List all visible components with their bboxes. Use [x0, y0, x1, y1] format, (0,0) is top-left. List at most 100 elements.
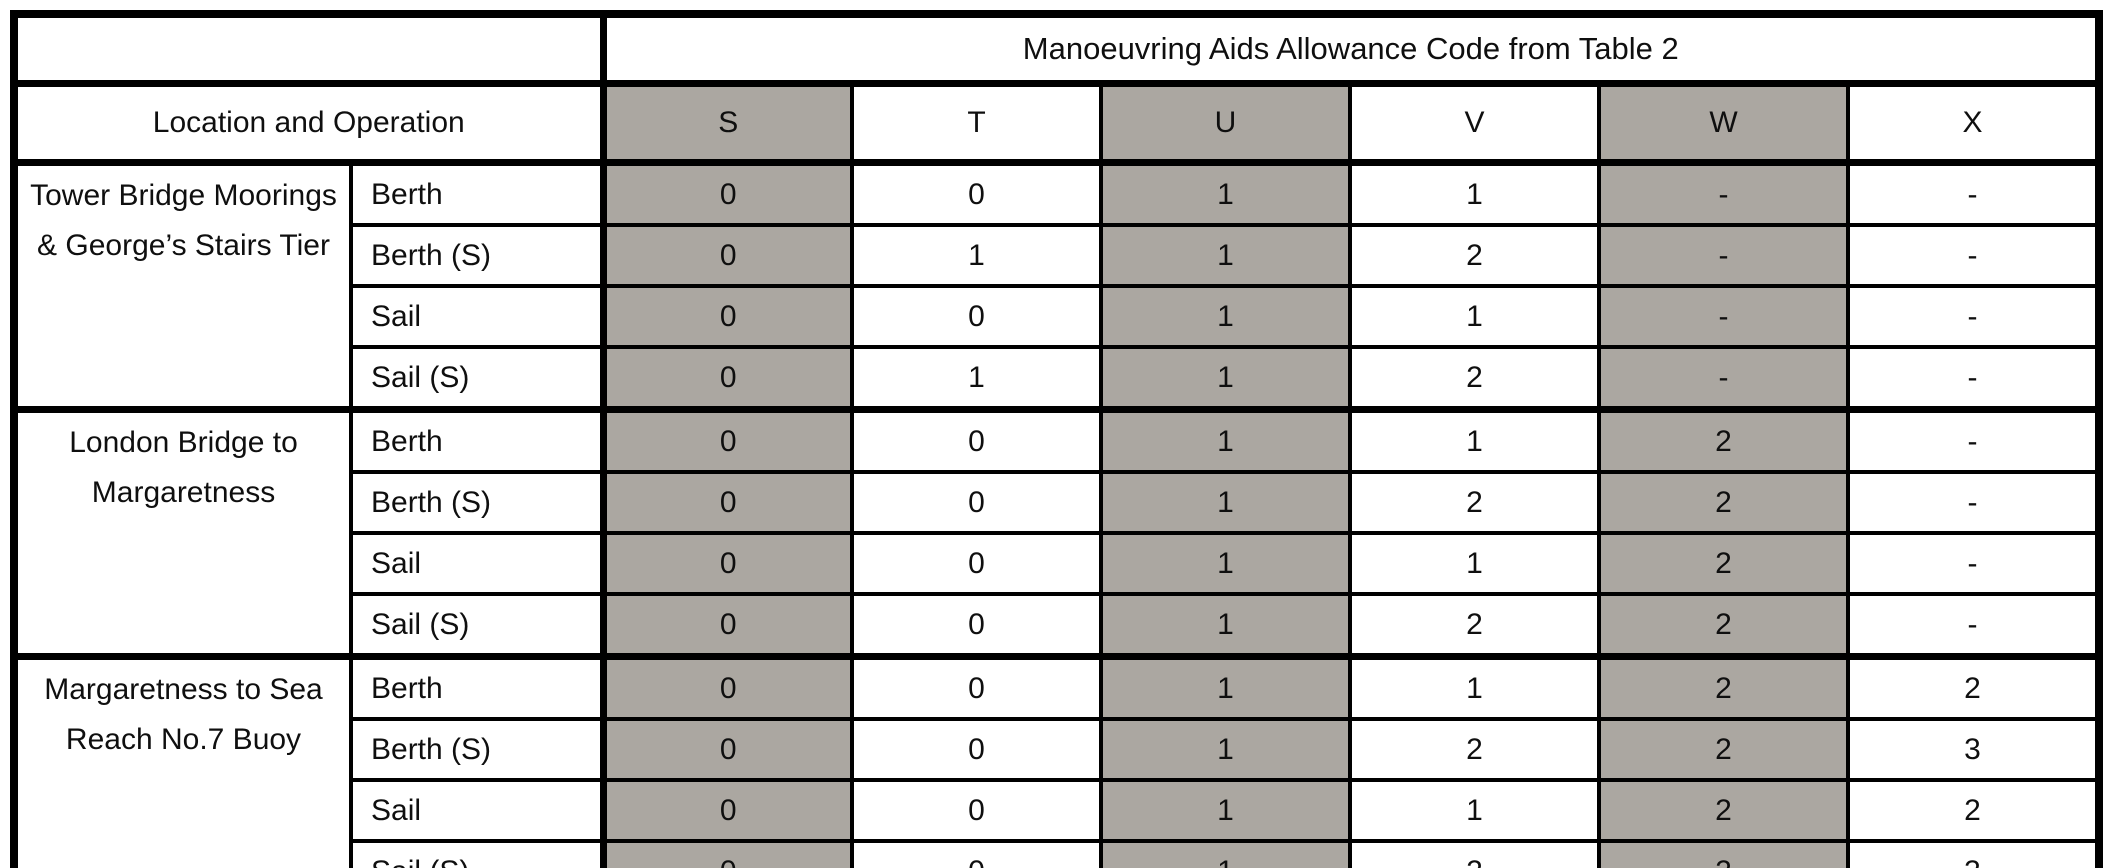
value-cell: - — [1597, 284, 1850, 349]
value-cell: 2 — [1845, 653, 2102, 721]
value-cell: 0 — [599, 406, 854, 474]
value-cell: 1 — [1099, 470, 1352, 535]
value-cell: 0 — [850, 531, 1103, 596]
value-cell: 2 — [1348, 592, 1601, 659]
value-cell: 1 — [1099, 159, 1352, 227]
value-cell: 1 — [1099, 778, 1352, 843]
value-cell: 1 — [1348, 159, 1601, 227]
operation-cell: Sail — [349, 778, 605, 843]
value-cell: 1 — [850, 223, 1103, 288]
value-cell: 1 — [1099, 839, 1352, 868]
value-cell: 2 — [1845, 778, 2102, 843]
location-operation-header: Location and Operation — [12, 81, 605, 166]
value-cell: 0 — [850, 406, 1103, 474]
operation-cell: Sail — [349, 284, 605, 349]
value-cell: 1 — [1348, 531, 1601, 596]
value-cell: - — [1597, 223, 1850, 288]
value-cell: 0 — [599, 284, 854, 349]
value-cell: 2 — [1597, 470, 1850, 535]
value-cell: 2 — [1597, 531, 1850, 596]
value-cell: 0 — [599, 778, 854, 843]
value-cell: 1 — [1099, 284, 1352, 349]
value-cell: 0 — [599, 839, 854, 868]
table-row: Sail (S) 0 0 1 2 2 3 — [14, 839, 2102, 868]
column-header-row: Location and Operation S T U V W X — [12, 81, 2102, 166]
value-cell: 0 — [599, 470, 854, 535]
location-cell: London Bridge to Margaretness — [12, 406, 353, 659]
value-cell: - — [1845, 531, 2102, 596]
corner-cell — [12, 12, 605, 87]
value-cell: 0 — [599, 531, 854, 596]
operation-cell: Berth (S) — [349, 470, 605, 535]
table-row: Berth (S) 0 0 1 2 2 - — [14, 470, 2102, 535]
value-cell: - — [1845, 406, 2102, 474]
value-cell: 1 — [1099, 653, 1352, 721]
value-cell: - — [1597, 345, 1850, 412]
value-cell: 2 — [1348, 839, 1601, 868]
value-cell: - — [1845, 223, 2102, 288]
value-cell: 2 — [1597, 839, 1850, 868]
value-cell: - — [1597, 159, 1850, 227]
value-cell: 0 — [850, 839, 1103, 868]
value-cell: 2 — [1348, 345, 1601, 412]
table-row: Berth (S) 0 0 1 2 2 3 — [14, 717, 2102, 782]
table-row: Sail (S) 0 1 1 2 - - — [14, 345, 2102, 412]
value-cell: 2 — [1597, 653, 1850, 721]
value-cell: 0 — [850, 717, 1103, 782]
value-cell: - — [1845, 345, 2102, 412]
value-cell: 2 — [1348, 470, 1601, 535]
operation-cell: Berth — [349, 159, 605, 227]
value-cell: 2 — [1597, 717, 1850, 782]
operation-cell: Sail — [349, 531, 605, 596]
column-header-u: U — [1099, 81, 1352, 166]
operation-cell: Berth (S) — [349, 717, 605, 782]
column-header-t: T — [850, 81, 1103, 166]
value-cell: 0 — [850, 284, 1103, 349]
operation-cell: Sail (S) — [349, 592, 605, 659]
value-cell: 3 — [1845, 839, 2102, 868]
column-header-w: W — [1597, 81, 1850, 166]
value-cell: 0 — [599, 223, 854, 288]
table-row: Sail 0 0 1 1 2 2 — [14, 778, 2102, 843]
value-cell: 1 — [1348, 284, 1601, 349]
table-row: Sail 0 0 1 1 - - — [14, 284, 2102, 349]
value-cell: 1 — [1099, 717, 1352, 782]
value-cell: 0 — [599, 345, 854, 412]
column-header-x: X — [1845, 81, 2102, 166]
column-header-s: S — [599, 81, 854, 166]
value-cell: 1 — [1348, 653, 1601, 721]
table-row: Tower Bridge Moorings & George’s Stairs … — [12, 159, 2102, 412]
column-header-v: V — [1348, 81, 1601, 166]
table-row: Sail 0 0 1 1 2 - — [14, 531, 2102, 596]
value-cell: 0 — [850, 778, 1103, 843]
value-cell: 0 — [599, 159, 854, 227]
manoeuvring-aids-allowance-table: Manoeuvring Aids Allowance Code from Tab… — [10, 10, 2104, 868]
value-cell: - — [1845, 159, 2102, 227]
value-cell: 1 — [1099, 592, 1352, 659]
table-row: Berth (S) 0 1 1 2 - - — [14, 223, 2102, 288]
value-cell: 0 — [850, 653, 1103, 721]
location-cell: Tower Bridge Moorings & George’s Stairs … — [12, 159, 353, 412]
value-cell: 0 — [850, 470, 1103, 535]
operation-cell: Sail (S) — [349, 345, 605, 412]
location-cell: Margaretness to Sea Reach No.7 Buoy — [12, 653, 353, 868]
operation-cell: Berth (S) — [349, 223, 605, 288]
operation-cell: Berth — [349, 653, 605, 721]
value-cell: 2 — [1597, 406, 1850, 474]
value-cell: 1 — [1348, 778, 1601, 843]
value-cell: 1 — [1348, 406, 1601, 474]
table-row: Margaretness to Sea Reach No.7 Buoy Bert… — [12, 653, 2102, 868]
value-cell: - — [1845, 592, 2102, 659]
value-cell: 1 — [1099, 345, 1352, 412]
value-cell: 1 — [850, 345, 1103, 412]
table-row: London Bridge to Margaretness Berth 0 0 … — [12, 406, 2102, 659]
value-cell: 2 — [1348, 717, 1601, 782]
operation-cell: Berth — [349, 406, 605, 474]
table-title-row: Manoeuvring Aids Allowance Code from Tab… — [12, 12, 2102, 87]
value-cell: 0 — [599, 717, 854, 782]
value-cell: 2 — [1348, 223, 1601, 288]
value-cell: - — [1845, 470, 2102, 535]
operation-cell: Sail (S) — [349, 839, 605, 868]
value-cell: 2 — [1597, 778, 1850, 843]
